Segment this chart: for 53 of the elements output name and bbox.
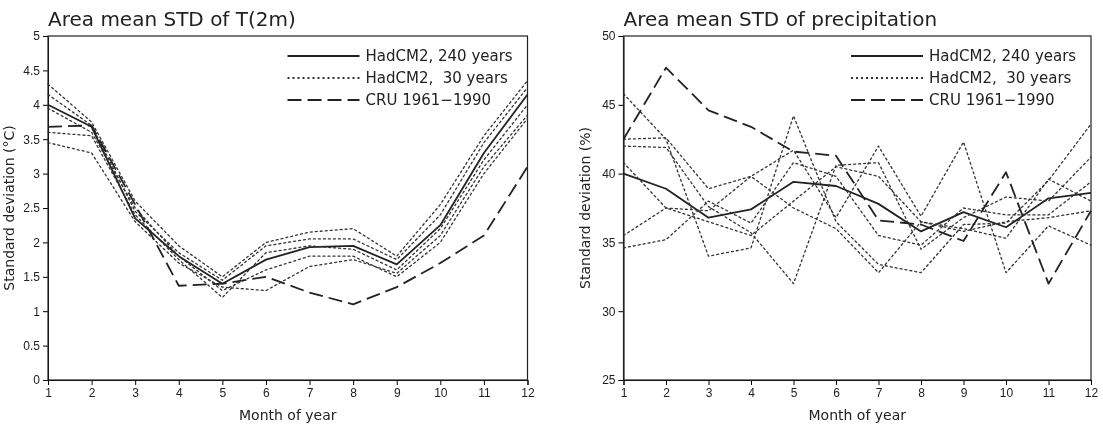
chart-title: Area mean STD of T(2m)	[48, 7, 296, 31]
legend-label: CRU 1961−1990	[929, 91, 1055, 109]
x-tick-label: 10	[999, 385, 1014, 400]
legend-label: HadCM2, 240 years	[929, 47, 1077, 65]
y-tick-label: 45	[602, 98, 616, 113]
y-axis-title: Standard deviation (%)	[576, 127, 593, 289]
y-tick-label: 40	[602, 166, 616, 181]
x-tick-label: 9	[960, 385, 968, 400]
x-axis-title: Month of year	[238, 407, 337, 423]
y-tick-label: 2.5	[23, 201, 41, 216]
y-tick-label: 30	[602, 304, 616, 319]
x-tick-label: 2	[663, 385, 671, 400]
y-tick-label: 1.5	[23, 270, 41, 285]
y-axis-title: Standard deviation (°C)	[1, 125, 17, 291]
x-tick-label: 5	[219, 385, 227, 400]
y-tick-label: 35	[602, 235, 616, 250]
x-tick-label: 12	[1084, 385, 1099, 400]
y-tick-label: 1	[33, 304, 41, 319]
x-tick-label: 4	[175, 385, 183, 400]
x-tick-label: 3	[705, 385, 713, 400]
x-tick-label: 7	[306, 385, 314, 400]
legend-label: CRU 1961−1990	[365, 91, 492, 109]
y-tick-label: 5	[33, 29, 41, 44]
x-tick-label: 12	[521, 385, 535, 400]
legend-label: HadCM2, 240 years	[365, 47, 513, 65]
x-tick-label: 10	[434, 385, 448, 400]
x-tick-label: 11	[478, 385, 491, 400]
legend-label: HadCM2, 30 years	[929, 69, 1072, 87]
y-tick-label: 2	[33, 235, 41, 250]
legend-label: HadCM2, 30 years	[365, 69, 509, 87]
x-tick-label: 5	[790, 385, 798, 400]
x-tick-label: 4	[748, 385, 756, 400]
x-tick-label: 8	[350, 385, 358, 400]
x-axis-title: Month of year	[808, 407, 907, 423]
x-tick-label: 11	[1042, 385, 1056, 400]
y-tick-label: 0	[33, 373, 41, 388]
x-tick-label: 1	[620, 385, 628, 400]
x-tick-label: 6	[833, 385, 841, 400]
x-tick-label: 3	[132, 385, 140, 400]
x-tick-label: 1	[45, 385, 53, 400]
y-tick-label: 50	[602, 29, 616, 44]
x-tick-label: 9	[393, 385, 401, 400]
x-tick-label: 6	[263, 385, 271, 400]
chart-title: Area mean STD of precipitation	[623, 7, 938, 31]
y-tick-label: 0.5	[23, 338, 41, 353]
y-tick-label: 3	[33, 166, 41, 181]
y-tick-label: 3.5	[23, 132, 41, 147]
x-tick-label: 8	[918, 385, 926, 400]
y-tick-label: 4.5	[23, 63, 41, 78]
y-tick-label: 25	[602, 373, 616, 388]
x-tick-label: 2	[88, 385, 96, 400]
x-tick-label: 7	[875, 385, 883, 400]
y-tick-label: 4	[33, 98, 41, 113]
